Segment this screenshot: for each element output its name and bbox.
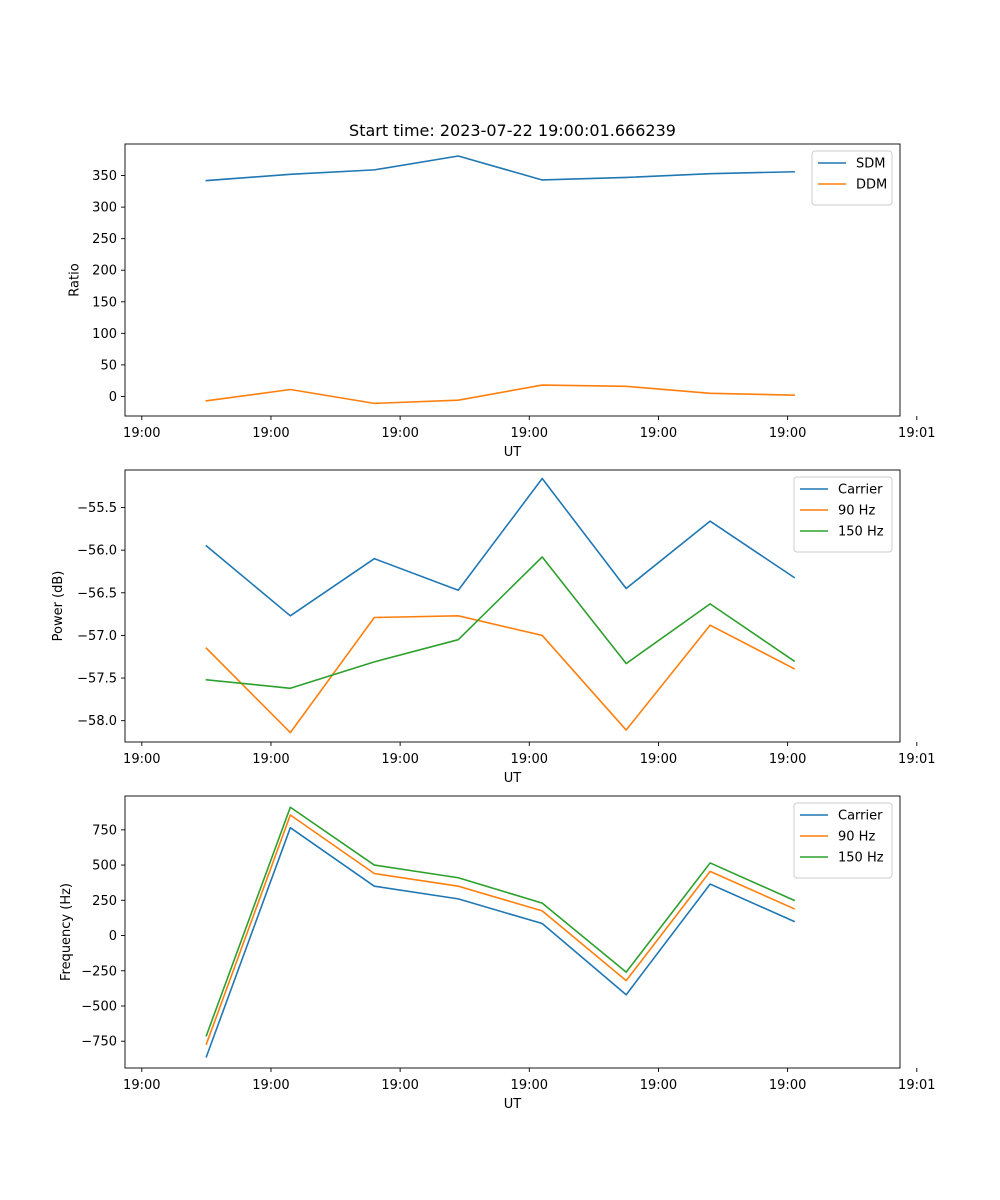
- axes-frame: [124, 143, 901, 417]
- y-tick-label: 100: [92, 327, 117, 342]
- series-line-150-hz: [205, 556, 796, 690]
- x-tick-label: 19:00: [511, 1078, 548, 1093]
- x-tick-label: 19:00: [640, 1078, 677, 1093]
- legend-label: Carrier: [838, 483, 883, 498]
- y-tick-label: −55.5: [77, 501, 117, 516]
- legend-label: DDM: [856, 178, 887, 193]
- x-axis-label: UT: [504, 771, 522, 786]
- series-line-carrier: [205, 826, 796, 1058]
- x-axis-label: UT: [504, 1097, 522, 1112]
- x-tick-label: 19:00: [123, 1078, 160, 1093]
- chart-panel-2: 19:00 19:00 19:00 19:00 19:00 19:00 19:01 −58.0…: [51, 469, 936, 786]
- chart-title: Start time: 2023-07-22 19:00:01.666239: [349, 121, 676, 140]
- y-tick-label: −750: [81, 1035, 117, 1050]
- x-tick-label: 19:00: [769, 752, 806, 767]
- x-tick-label: 19:01: [898, 752, 935, 767]
- y-tick-label: 50: [100, 358, 117, 373]
- x-tick-label: 19:00: [769, 426, 806, 441]
- y-tick-label: −57.5: [77, 672, 117, 687]
- y-tick-label: 150: [92, 295, 117, 310]
- legend-label: 150 Hz: [838, 525, 884, 540]
- x-tick-label: 19:01: [898, 426, 935, 441]
- series-line-carrier: [205, 477, 796, 617]
- y-tick-label: 750: [92, 823, 117, 838]
- x-axis-label: UT: [504, 445, 522, 460]
- x-tick-label: 19:00: [511, 426, 548, 441]
- legend-label: 150 Hz: [838, 851, 884, 866]
- series-line-90-hz: [205, 615, 796, 734]
- legend: Carrier 90 Hz 150 Hz: [793, 476, 893, 553]
- y-tick-label: 0: [109, 390, 117, 405]
- y-tick-label: 500: [92, 859, 117, 874]
- x-tick-label: 19:00: [381, 752, 418, 767]
- legend: Carrier 90 Hz 150 Hz: [793, 802, 893, 879]
- x-tick-label: 19:00: [252, 1078, 289, 1093]
- legend-label: 90 Hz: [838, 504, 875, 519]
- x-tick-label: 19:00: [511, 752, 548, 767]
- series-line-150-hz: [205, 806, 796, 1037]
- x-tick-label: 19:00: [381, 426, 418, 441]
- y-tick-label: 250: [92, 894, 117, 909]
- y-axis-label: Power (dB): [51, 571, 66, 642]
- series-line-ddm: [205, 384, 795, 405]
- x-tick-label: 19:00: [381, 1078, 418, 1093]
- chart-panel-1: 19:00 19:00 19:00 19:00 19:00 19:00 19:01 0 50 10…: [67, 121, 935, 460]
- x-tick-label: 19:01: [898, 1078, 935, 1093]
- y-tick-label: −56.5: [77, 586, 117, 601]
- y-tick-label: −250: [81, 964, 117, 979]
- x-tick-label: 19:00: [769, 1078, 806, 1093]
- x-tick-label: 19:00: [252, 426, 289, 441]
- y-tick-label: 350: [92, 169, 117, 184]
- legend-box: [793, 802, 893, 879]
- y-tick-label: −500: [81, 999, 117, 1014]
- y-tick-label: 300: [92, 201, 117, 216]
- y-tick-label: 250: [92, 232, 117, 247]
- legend-box: [793, 476, 893, 553]
- series-line-sdm: [205, 155, 795, 182]
- x-tick-label: 19:00: [123, 752, 160, 767]
- y-axis-label: Frequency (Hz): [59, 883, 74, 981]
- y-tick-label: −58.0: [77, 714, 117, 729]
- axes-frame: [124, 795, 901, 1069]
- x-tick-label: 19:00: [640, 752, 677, 767]
- y-tick-label: 0: [109, 929, 117, 944]
- x-tick-label: 19:00: [640, 426, 677, 441]
- legend-label: 90 Hz: [838, 830, 875, 845]
- axes-frame: [124, 469, 901, 743]
- legend: SDM DDM: [811, 150, 893, 206]
- series-line-90-hz: [205, 814, 796, 1046]
- x-tick-label: 19:00: [123, 426, 160, 441]
- y-tick-label: 200: [92, 264, 117, 279]
- legend-label: SDM: [856, 157, 885, 172]
- y-axis-label: Ratio: [67, 263, 82, 296]
- y-tick-label: −56.0: [77, 544, 117, 559]
- y-tick-label: −57.0: [77, 629, 117, 644]
- chart-panel-3: 19:00 19:00 19:00 19:00 19:00 19:00 19:01 −750 −…: [59, 795, 936, 1112]
- legend-box: [811, 150, 893, 206]
- x-tick-label: 19:00: [252, 752, 289, 767]
- legend-label: Carrier: [838, 809, 883, 824]
